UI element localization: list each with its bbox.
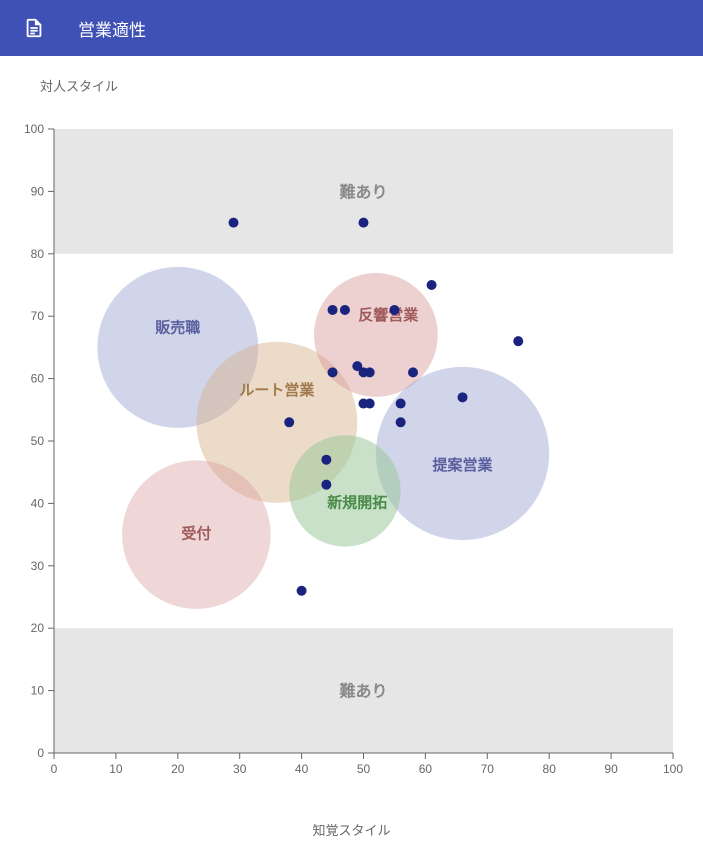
data-point <box>427 280 437 290</box>
header-bar: 営業適性 <box>0 0 703 56</box>
data-point <box>396 417 406 427</box>
data-point <box>513 336 523 346</box>
x-tick-label: 70 <box>481 762 495 776</box>
data-point <box>328 305 338 315</box>
y-tick-label: 0 <box>37 746 44 760</box>
data-point <box>340 305 350 315</box>
region-label: 新規開拓 <box>327 493 387 511</box>
y-tick-label: 50 <box>31 434 45 448</box>
region-bubble <box>289 435 400 546</box>
zone-label: 難あり <box>339 682 387 701</box>
data-point <box>297 586 307 596</box>
data-point <box>389 305 399 315</box>
data-point <box>408 367 418 377</box>
region-label: 販売職 <box>155 319 200 337</box>
document-icon <box>20 14 48 42</box>
x-tick-label: 100 <box>663 762 683 776</box>
x-tick-label: 40 <box>295 762 309 776</box>
data-point <box>321 480 331 490</box>
region-bubble <box>314 273 438 397</box>
x-tick-label: 10 <box>109 762 123 776</box>
scatter-chart: 難あり難あり販売職ルート営業反響営業提案営業新規開拓受付010203040506… <box>10 99 693 809</box>
data-point <box>365 367 375 377</box>
data-point <box>229 218 239 228</box>
data-point <box>365 399 375 409</box>
x-tick-label: 90 <box>604 762 618 776</box>
x-tick-label: 80 <box>543 762 557 776</box>
x-tick-label: 30 <box>233 762 247 776</box>
region-label: 提案営業 <box>433 456 494 474</box>
y-axis-title: 対人スタイル <box>40 76 693 95</box>
y-tick-label: 10 <box>31 684 45 698</box>
header-title: 営業適性 <box>78 16 146 41</box>
data-point <box>396 399 406 409</box>
region-label: ルート営業 <box>239 381 315 399</box>
data-point <box>321 455 331 465</box>
x-tick-label: 0 <box>51 762 58 776</box>
data-point <box>359 218 369 228</box>
y-tick-label: 30 <box>31 559 45 573</box>
y-tick-label: 100 <box>24 122 44 136</box>
data-point <box>458 392 468 402</box>
x-tick-label: 20 <box>171 762 185 776</box>
y-tick-label: 70 <box>31 309 45 323</box>
x-axis-title: 知覚スタイル <box>10 820 693 839</box>
region-label: 受付 <box>181 525 211 543</box>
y-tick-label: 90 <box>31 184 45 198</box>
x-tick-label: 50 <box>357 762 371 776</box>
y-tick-label: 80 <box>31 247 45 261</box>
y-tick-label: 20 <box>31 621 45 635</box>
data-point <box>328 367 338 377</box>
region-label: 反響営業 <box>358 306 419 324</box>
data-point <box>284 417 294 427</box>
chart-container: 対人スタイル 難あり難あり販売職ルート営業反響営業提案営業新規開拓受付01020… <box>0 56 703 849</box>
y-tick-label: 40 <box>31 496 45 510</box>
zone-label: 難あり <box>339 182 387 201</box>
y-tick-label: 60 <box>31 372 45 386</box>
x-tick-label: 60 <box>419 762 433 776</box>
